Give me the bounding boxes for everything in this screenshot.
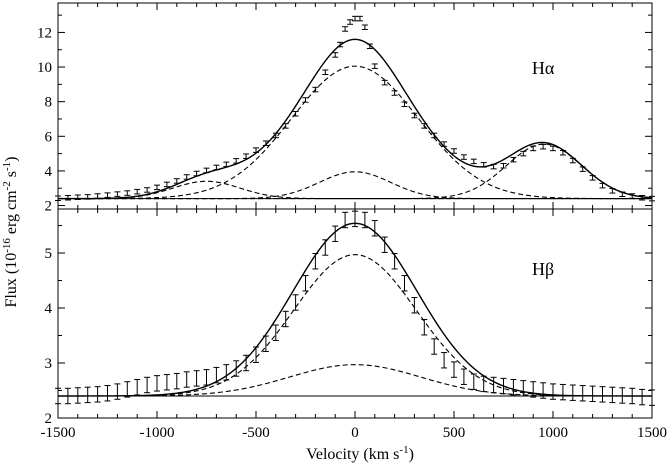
x-tick-label: -1000 [140, 425, 175, 441]
y-axis-label: Flux (10-16 erg cm-2 s-1) [1, 157, 20, 308]
x-tick-label: -1500 [41, 425, 76, 441]
panel-label: Hα [532, 58, 555, 78]
y-tick-label: 3 [45, 356, 53, 372]
panel-label: Hβ [532, 259, 554, 279]
x-axis-label: Velocity (km s-1) [306, 444, 414, 463]
y-tick-label: 4 [45, 164, 53, 180]
x-tick-label: -500 [242, 425, 270, 441]
y-tick-label: 12 [37, 25, 52, 41]
y-tick-label: 2 [45, 199, 53, 215]
model-component-line [58, 254, 652, 397]
x-tick-label: 500 [443, 425, 466, 441]
halpha-panel: 2 4 6 8 10 12 Hα [37, 2, 655, 215]
hbeta-panel: 2 3 4 5 Hβ [45, 208, 655, 427]
y-tick-label: 5 [45, 246, 53, 262]
panel-frame [57, 2, 653, 210]
x-tick-label: 0 [351, 425, 359, 441]
y-tick-label: 2 [45, 411, 53, 427]
total-model-line [58, 222, 652, 397]
y-tick-label: 10 [37, 60, 52, 76]
y-tick-label: 4 [45, 301, 53, 317]
total-model-line [58, 38, 653, 200]
model-component-line [58, 364, 652, 397]
x-tick-label: 1500 [637, 425, 667, 441]
model-component-line [58, 143, 653, 200]
x-tick-labels: -1500 -1000 -500 0 500 1000 1500 [41, 425, 668, 441]
x-tick-label: 1000 [538, 425, 568, 441]
y-tick-label: 8 [45, 95, 53, 111]
model-component-line [58, 65, 652, 200]
y-tick-label: 6 [45, 129, 53, 145]
